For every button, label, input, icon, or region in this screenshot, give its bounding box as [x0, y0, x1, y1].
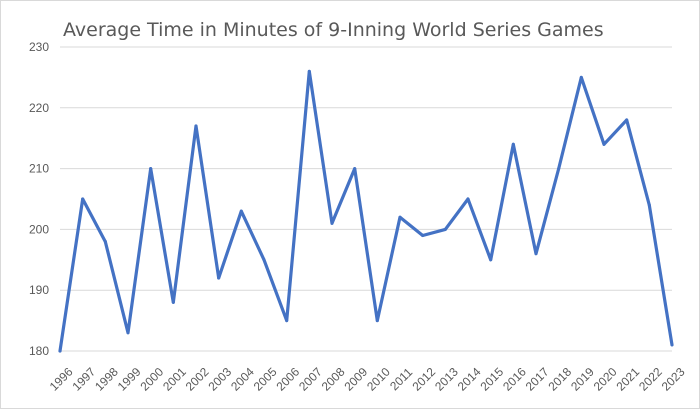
- x-tick-label: 2021: [613, 365, 642, 394]
- x-tick-label: 2012: [409, 365, 438, 394]
- x-tick-label: 2010: [364, 365, 393, 394]
- y-tick-label: 210: [29, 162, 49, 176]
- x-axis-tick-labels: 1996199719981999200020012002200320042005…: [47, 365, 688, 394]
- x-tick-label: 2007: [296, 365, 325, 394]
- data-point: [81, 197, 85, 201]
- x-tick-label: 2018: [545, 365, 574, 394]
- gridlines: [60, 46, 672, 352]
- data-point: [511, 142, 515, 146]
- data-point: [398, 215, 402, 219]
- data-point: [58, 349, 62, 353]
- data-point: [285, 319, 289, 323]
- x-tick-label: 2022: [636, 365, 665, 394]
- x-tick-label: 2023: [659, 365, 688, 394]
- x-tick-label: 2017: [523, 365, 552, 394]
- x-tick-label: 2003: [205, 365, 234, 394]
- x-tick-label: 2009: [341, 365, 370, 394]
- chart-title: Average Time in Minutes of 9-Inning Worl…: [63, 19, 604, 41]
- data-point: [353, 167, 357, 171]
- data-point: [217, 276, 221, 280]
- x-tick-label: 2004: [228, 365, 257, 394]
- data-point: [534, 252, 538, 256]
- y-tick-label: 200: [29, 222, 49, 236]
- data-point: [126, 331, 130, 335]
- data-point: [579, 75, 583, 79]
- data-point: [557, 167, 561, 171]
- data-point: [443, 227, 447, 231]
- y-axis-tick-labels: 180 190 200 210 220 230: [29, 40, 49, 358]
- x-tick-label: 2006: [273, 365, 302, 394]
- y-tick-label: 190: [29, 283, 49, 297]
- x-tick-label: 2000: [137, 365, 166, 394]
- data-point: [103, 240, 107, 244]
- data-point: [330, 221, 334, 225]
- x-tick-label: 2014: [455, 365, 484, 394]
- x-tick-label: 2002: [183, 365, 212, 394]
- data-point: [670, 343, 674, 347]
- data-point: [307, 69, 311, 73]
- series-layer: [58, 69, 674, 353]
- x-tick-label: 2011: [387, 365, 415, 393]
- x-tick-label: 1996: [47, 365, 76, 394]
- data-point: [466, 197, 470, 201]
- data-point: [149, 167, 153, 171]
- y-tick-label: 180: [29, 344, 49, 358]
- x-tick-label: 1999: [115, 365, 144, 394]
- data-point: [602, 142, 606, 146]
- data-point: [262, 258, 266, 262]
- x-tick-label: 2016: [500, 365, 529, 394]
- x-tick-label: 1997: [69, 365, 98, 394]
- x-tick-label: 1998: [92, 365, 121, 394]
- data-point: [489, 258, 493, 262]
- data-point: [239, 209, 243, 213]
- x-tick-label: 2001: [160, 365, 189, 394]
- data-point: [194, 124, 198, 128]
- data-point: [171, 300, 175, 304]
- x-tick-label: 2020: [591, 365, 620, 394]
- x-tick-label: 2008: [319, 365, 348, 394]
- series-line: [58, 69, 674, 353]
- data-point: [625, 118, 629, 122]
- x-tick-label: 2005: [251, 365, 280, 394]
- y-tick-label: 220: [29, 101, 49, 115]
- data-point: [375, 319, 379, 323]
- x-tick-label: 2019: [568, 365, 597, 394]
- y-tick-label: 230: [29, 40, 49, 54]
- data-point: [647, 203, 651, 207]
- x-tick-label: 2015: [477, 365, 506, 394]
- data-point: [421, 233, 425, 237]
- x-tick-label: 2013: [432, 365, 461, 394]
